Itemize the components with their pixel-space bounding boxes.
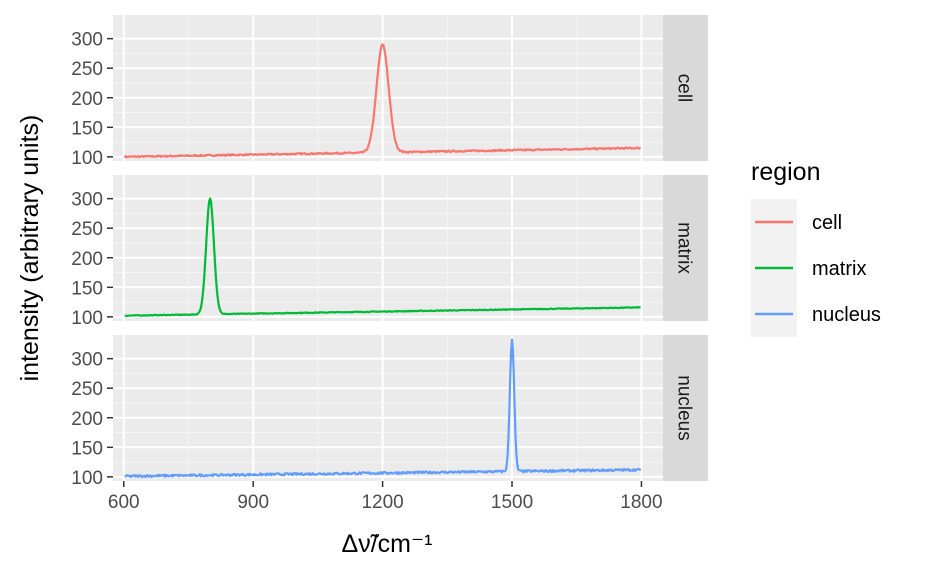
facet-panels: 100 150 200 250 300 cell 100 150 200 250 300 matrix… [71, 15, 708, 489]
panel-background [113, 335, 663, 481]
facet-panel-cell: 100 150 200 250 300 cell [71, 15, 708, 169]
x-tick-label: 1500 [491, 492, 533, 513]
y-tick-label: 250 [71, 379, 103, 400]
legend-label-matrix: matrix [812, 258, 866, 280]
y-tick-label: 300 [71, 30, 103, 51]
y-tick-label: 200 [71, 409, 103, 430]
y-tick-label: 250 [71, 219, 103, 240]
y-tick-label: 150 [71, 118, 103, 139]
facet-panel-nucleus: 100 150 200 250 300 nucleus [71, 335, 708, 489]
series-line-nucleus [124, 338, 642, 479]
facet-strip [663, 175, 708, 321]
facet-panel-matrix: 100 150 200 250 300 matrix [71, 175, 708, 329]
y-axis-title: intensity (arbitrary units) [16, 115, 44, 382]
facet-strip-label: matrix [674, 222, 695, 274]
y-tick-label: 300 [71, 350, 103, 371]
facet-strip-label: cell [674, 74, 695, 103]
x-tick-label: 1800 [620, 492, 662, 513]
y-tick-label: 200 [71, 89, 103, 110]
series-line-matrix [124, 197, 641, 318]
y-tick-label: 100 [71, 468, 103, 489]
y-tick-label: 150 [71, 278, 103, 299]
x-tick-label: 600 [108, 492, 140, 513]
y-tick-label: 250 [71, 59, 103, 80]
facet-strip [663, 335, 708, 481]
facet-strip [663, 15, 708, 161]
x-axis: 600 900 1200 1500 1800 [108, 481, 663, 513]
legend-title: region [751, 158, 821, 186]
y-tick-label: 200 [71, 249, 103, 270]
panel-background [113, 175, 663, 321]
legend: region cell matrix nucleus [751, 158, 881, 337]
y-tick-label: 300 [71, 190, 103, 211]
y-tick-label: 100 [71, 308, 103, 329]
series-line-cell [123, 43, 642, 159]
x-tick-label: 1200 [361, 492, 403, 513]
facet-strip-label: nucleus [674, 375, 695, 441]
legend-label-nucleus: nucleus [812, 304, 881, 326]
legend-label-cell: cell [812, 212, 842, 234]
x-axis-title: Δν̃/cm⁻¹ [342, 530, 433, 558]
x-tick-label: 900 [237, 492, 269, 513]
y-tick-label: 150 [71, 438, 103, 459]
y-tick-label: 100 [71, 148, 103, 169]
